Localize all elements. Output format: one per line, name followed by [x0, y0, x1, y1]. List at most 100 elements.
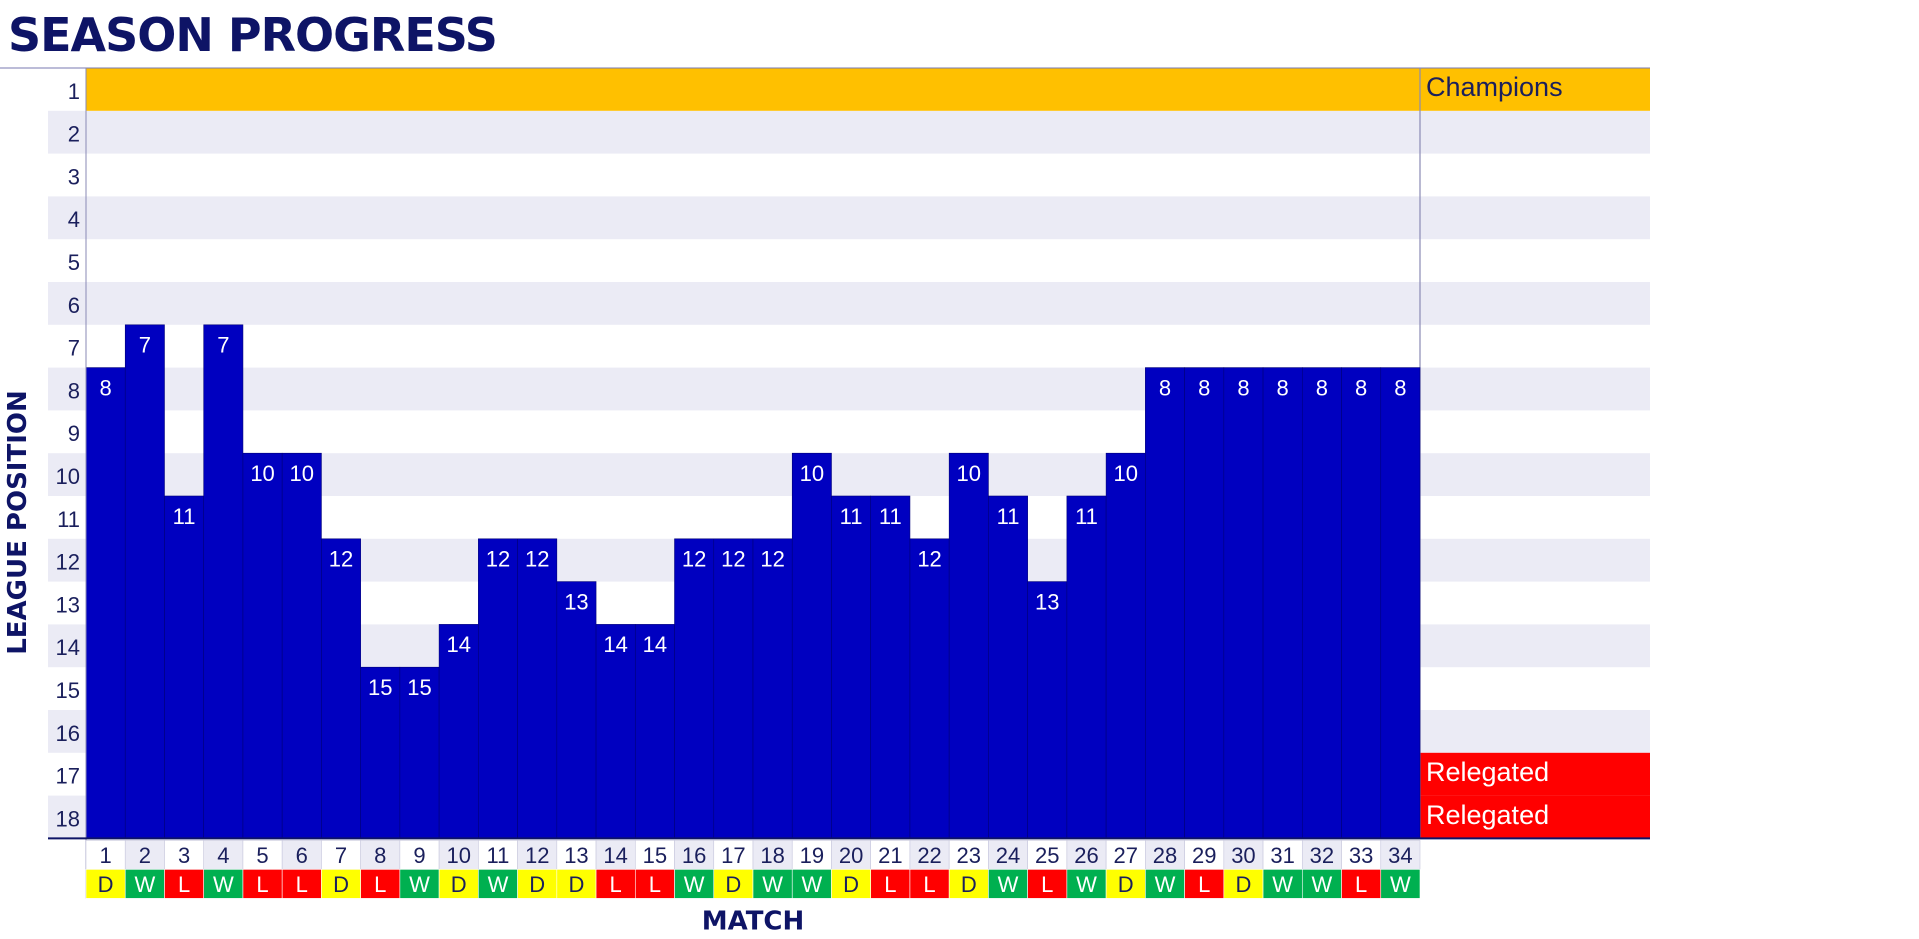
result-cell [281, 869, 322, 899]
bar [909, 538, 950, 839]
result-label: L [923, 872, 935, 897]
result-label: D [1118, 872, 1134, 897]
result-label: W [1076, 872, 1097, 897]
bar [752, 538, 793, 839]
bar [1145, 367, 1185, 839]
bar [870, 495, 911, 839]
match-number: 19 [800, 843, 824, 868]
result-label: D [1235, 872, 1251, 897]
match-number-cell [870, 840, 911, 870]
result-cell [713, 869, 754, 899]
result-label: D [961, 872, 977, 897]
match-number: 24 [996, 843, 1020, 868]
y-tick-label: 18 [56, 806, 80, 831]
result-label: L [374, 872, 386, 897]
bar-label: 12 [486, 547, 510, 572]
match-number-cell [595, 840, 636, 870]
bar [478, 538, 518, 839]
result-label: L [884, 872, 896, 897]
result-label: W [409, 872, 430, 897]
match-number: 26 [1074, 843, 1098, 868]
bar [1301, 367, 1342, 839]
result-cell [242, 869, 283, 899]
y-tick-label: 2 [68, 122, 80, 147]
y-tick-label: 13 [56, 592, 80, 617]
match-number: 5 [256, 843, 268, 868]
match-number: 22 [917, 843, 941, 868]
match-number: 3 [178, 843, 190, 868]
bar-label: 15 [368, 675, 392, 700]
result-label: L [1198, 872, 1210, 897]
result-cell [595, 869, 636, 899]
result-label: W [762, 872, 783, 897]
y-tick-label: 10 [56, 464, 80, 489]
bar [124, 324, 165, 839]
result-label: L [178, 872, 190, 897]
bar-label: 11 [1075, 504, 1098, 529]
match-number: 10 [446, 843, 470, 868]
bar-label: 14 [446, 632, 470, 657]
bar [321, 538, 361, 839]
match-number-cell [360, 840, 401, 870]
match-number: 30 [1231, 843, 1255, 868]
y-tick-label: 11 [57, 507, 80, 532]
result-cell [1341, 869, 1382, 899]
bar-label: 10 [250, 461, 274, 486]
match-number: 33 [1349, 843, 1373, 868]
result-label: W [801, 872, 822, 897]
match-number: 28 [1153, 843, 1177, 868]
bar [1341, 367, 1382, 839]
zone-band [86, 68, 1650, 111]
result-label: W [1312, 872, 1333, 897]
y-tick-label: 15 [56, 678, 80, 703]
bar-label: 7 [139, 333, 151, 358]
bar-label: 12 [329, 547, 353, 572]
match-number-cell [1262, 840, 1303, 870]
y-tick-label: 14 [56, 635, 80, 660]
bar-label: 7 [217, 333, 229, 358]
result-cell [164, 869, 205, 899]
result-label: L [256, 872, 268, 897]
match-number: 34 [1388, 843, 1412, 868]
match-number: 7 [335, 843, 347, 868]
result-label: D [98, 872, 114, 897]
result-cell [634, 869, 675, 899]
result-cell [1066, 869, 1107, 899]
match-number-cell [831, 840, 872, 870]
y-tick-label: 6 [68, 293, 80, 318]
result-cell [85, 869, 126, 899]
bar [242, 452, 283, 839]
result-cell [1301, 869, 1342, 899]
bar [556, 581, 597, 839]
bar-label: 8 [99, 375, 111, 400]
match-number: 31 [1270, 843, 1294, 868]
bar-label: 10 [1113, 461, 1137, 486]
match-number-cell [1341, 840, 1382, 870]
bar-label: 12 [917, 547, 941, 572]
bar-label: 11 [997, 504, 1020, 529]
result-label: D [843, 872, 859, 897]
bar-label: 13 [1035, 589, 1059, 614]
bar-label: 8 [1198, 375, 1210, 400]
bar-label: 12 [721, 547, 745, 572]
result-label: W [1155, 872, 1176, 897]
bar [831, 495, 872, 839]
bar-label: 8 [1237, 375, 1249, 400]
y-axis-title: LEAGUE POSITION [3, 390, 33, 655]
result-label: D [568, 872, 584, 897]
result-label: L [1041, 872, 1053, 897]
match-number: 9 [413, 843, 425, 868]
result-label: W [1390, 872, 1411, 897]
bar [1184, 367, 1225, 839]
bar-label: 14 [603, 632, 627, 657]
bar [1066, 495, 1107, 839]
result-label: D [333, 872, 349, 897]
bar-label: 10 [290, 461, 314, 486]
result-cell [791, 869, 832, 899]
match-number-cell [438, 840, 479, 870]
bar-label: 10 [957, 461, 981, 486]
match-number-cell [242, 840, 283, 870]
match-number-cell [164, 840, 205, 870]
match-number: 8 [374, 843, 386, 868]
